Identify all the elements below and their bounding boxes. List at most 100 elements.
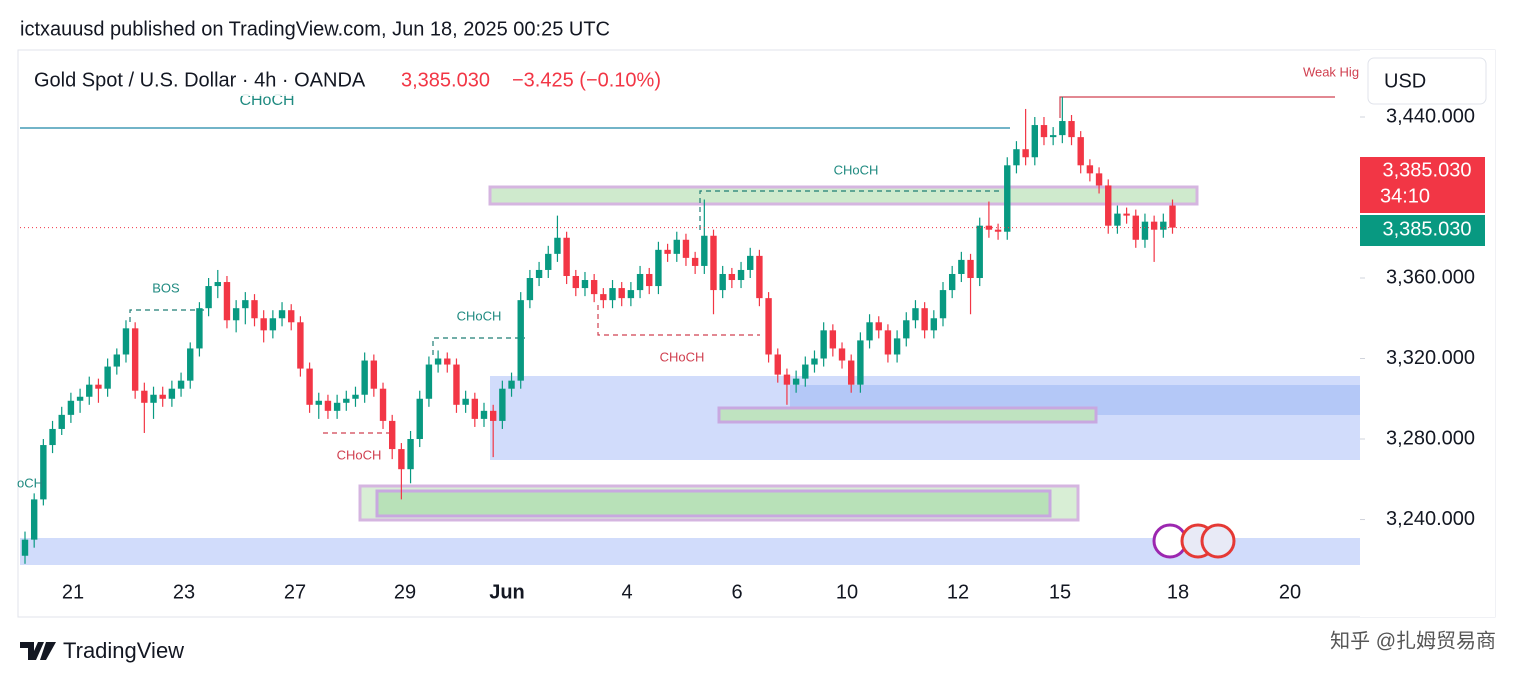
candle-body xyxy=(1095,173,1103,186)
candle-body xyxy=(407,439,414,470)
x-tick-label: 6 xyxy=(731,581,742,603)
candle-body xyxy=(232,308,240,321)
candle-body xyxy=(159,394,166,399)
candle-body xyxy=(848,360,855,385)
sell-price: 3,385.030 xyxy=(1383,159,1472,181)
annotation: oCH xyxy=(17,475,43,490)
candle-body xyxy=(829,330,837,349)
candle-body xyxy=(113,354,120,367)
x-tick-label: 18 xyxy=(1167,581,1189,603)
candle-body xyxy=(857,340,864,385)
candle-body xyxy=(563,237,570,276)
candle-body xyxy=(866,322,873,341)
symbol: Gold Spot / U.S. Dollar · 4h · OANDA xyxy=(34,69,366,91)
candle-body xyxy=(664,249,671,254)
annotations: CHoCH CHoCH BOS CHoCH CHoCH CHoCH oCH Weak Hig xyxy=(17,64,1359,490)
x-tick-label: 29 xyxy=(394,581,416,603)
candle-body xyxy=(600,294,607,301)
candle-body xyxy=(1022,149,1029,158)
candle-body xyxy=(673,239,680,254)
candle-body xyxy=(297,322,304,369)
candle-body xyxy=(315,400,322,405)
candle-body xyxy=(434,358,442,365)
candle-body xyxy=(1114,213,1121,226)
candle-body xyxy=(21,539,29,556)
x-tick-label: 4 xyxy=(621,581,632,603)
candle-body xyxy=(76,396,84,401)
candle-body xyxy=(609,288,616,301)
structure-lines xyxy=(20,96,1335,434)
x-tick-label: 12 xyxy=(947,581,969,603)
annotation: Weak Hig xyxy=(1303,64,1359,79)
x-tick-label: 21 xyxy=(62,581,84,603)
candle-body xyxy=(260,318,267,331)
level-line xyxy=(1059,96,1335,118)
candle-body xyxy=(306,368,313,405)
candle-body xyxy=(939,290,947,319)
candle-body xyxy=(49,428,56,446)
candle-body xyxy=(196,308,203,349)
y-tick-label: 3,280.000 xyxy=(1386,427,1475,449)
candle-body xyxy=(67,400,75,415)
x-tick-label: 23 xyxy=(173,581,195,603)
y-tick-label: 3,360.000 xyxy=(1386,266,1475,288)
logo xyxy=(20,642,56,660)
candle-body xyxy=(912,308,919,321)
candle-body xyxy=(526,278,534,301)
candle-body xyxy=(122,328,130,355)
candle-body xyxy=(691,257,699,266)
candle-body xyxy=(480,410,488,419)
candle-body xyxy=(462,398,469,405)
brand: TradingView xyxy=(63,638,184,663)
candle-body xyxy=(104,366,111,389)
candle-body xyxy=(278,310,286,319)
candle-body xyxy=(701,235,708,266)
candle-body xyxy=(288,310,295,323)
candle-body xyxy=(352,394,359,399)
candle-body xyxy=(646,273,653,287)
candle-body xyxy=(554,237,561,254)
candle-body xyxy=(1086,165,1094,174)
x-tick-label: 27 xyxy=(284,581,306,603)
currency: USD xyxy=(1384,70,1426,92)
y-axis: 3,240.000 3,280.000 3,320.000 3,360.000 3,44… xyxy=(1360,105,1475,530)
candle-body xyxy=(187,348,194,381)
candle-body xyxy=(40,445,47,500)
candle-body xyxy=(535,269,543,279)
watermark: 知乎 @扎姆贸易商 xyxy=(1330,629,1496,652)
candle-body xyxy=(214,282,221,287)
candle-body xyxy=(150,394,157,403)
candle-body xyxy=(820,330,827,359)
candle-body xyxy=(1049,135,1057,138)
candle-body xyxy=(572,275,579,289)
candle-body xyxy=(251,300,258,319)
x-tick-label: Jun xyxy=(489,581,525,603)
candle-body xyxy=(627,290,635,299)
candle-body xyxy=(499,388,506,421)
candle-body xyxy=(1004,165,1011,232)
candle-body xyxy=(958,259,965,274)
candle-body xyxy=(618,288,625,299)
candle-body xyxy=(1059,121,1066,136)
price-axis xyxy=(1360,50,1495,617)
annotation: CHoCH xyxy=(337,447,382,462)
logo-mark xyxy=(20,642,56,660)
candle-body xyxy=(242,300,249,309)
x-tick-label: 15 xyxy=(1049,581,1071,603)
candle-body xyxy=(141,390,148,403)
candle-body xyxy=(1150,221,1158,230)
candle-body xyxy=(903,320,910,339)
sell-price-box xyxy=(1360,157,1485,213)
candle-body xyxy=(517,300,524,381)
candle-body xyxy=(1160,221,1167,230)
candle-body xyxy=(131,328,139,391)
currency-button[interactable] xyxy=(1367,57,1487,105)
candle-body xyxy=(324,400,332,411)
zones xyxy=(20,185,1360,565)
candle-body xyxy=(370,360,378,389)
candle-body xyxy=(930,318,938,331)
candle-body xyxy=(792,378,800,385)
legend-bg xyxy=(20,62,690,96)
candle-body xyxy=(30,499,38,540)
